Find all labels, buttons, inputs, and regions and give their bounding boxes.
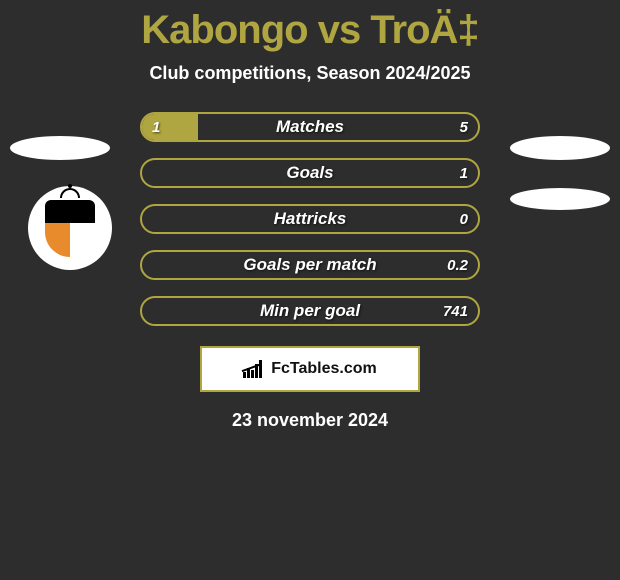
stat-row: Hattricks0 (0, 198, 620, 244)
stat-pill: Min per goal741 (140, 296, 480, 326)
stat-value-right: 1 (460, 160, 468, 186)
stat-label: Goals (142, 160, 478, 186)
stat-row: Matches1 5 (0, 106, 620, 152)
stat-row: Goals per match0.2 (0, 244, 620, 290)
stat-value-right: 5 (460, 114, 468, 140)
snapshot-date: 23 november 2024 (0, 410, 620, 431)
page-subtitle: Club competitions, Season 2024/2025 (0, 63, 620, 84)
stat-value-right: 741 (443, 298, 468, 324)
stat-pill: Hattricks0 (140, 204, 480, 234)
stat-pill: Goals per match0.2 (140, 250, 480, 280)
stat-label: Matches (142, 114, 478, 140)
page-title: Kabongo vs TroÄ‡ (0, 8, 620, 53)
stat-row: Min per goal741 (0, 290, 620, 336)
stat-value-right: 0 (460, 206, 468, 232)
stat-label: Hattricks (142, 206, 478, 232)
stat-row: Goals1 (0, 152, 620, 198)
stat-value-left: 1 (152, 114, 160, 140)
brand-text: FcTables.com (271, 360, 377, 378)
stat-label: Goals per match (142, 252, 478, 278)
brand-chart-icon (243, 360, 265, 378)
comparison-card: Kabongo vs TroÄ‡ Club competitions, Seas… (0, 8, 620, 580)
brand-box[interactable]: FcTables.com (200, 346, 420, 392)
stat-value-right: 0.2 (447, 252, 468, 278)
stat-pill: Goals1 (140, 158, 480, 188)
stat-label: Min per goal (142, 298, 478, 324)
stat-rows: Matches15Goals1Hattricks0Goals per match… (0, 106, 620, 336)
stat-pill: Matches1 5 (140, 112, 480, 142)
